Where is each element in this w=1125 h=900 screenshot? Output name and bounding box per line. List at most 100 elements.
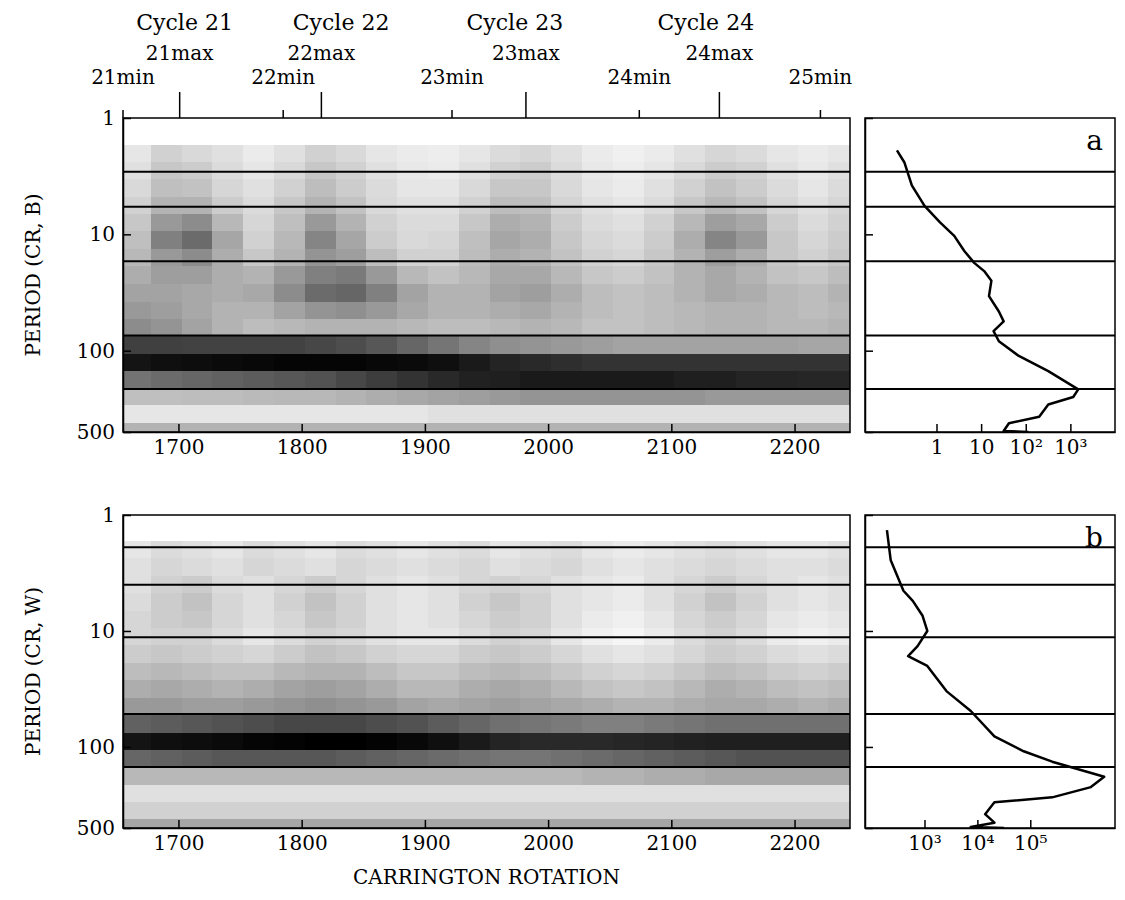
heat-cell [613,371,644,389]
heat-cell [397,750,428,768]
heat-cell [243,802,274,820]
heat-cell [397,663,428,681]
spectrum-group [887,530,1104,828]
heat-cell [551,802,582,820]
heat-cell [767,785,798,802]
heat-cell [613,819,644,828]
heat-cell [123,162,151,180]
heat-cell [644,663,675,681]
heat-cell [366,197,397,215]
heat-cell [459,541,490,558]
heat-cell [490,750,521,768]
heat-cell [182,266,213,284]
heat-cell [644,593,675,611]
heat-cell [274,162,305,180]
heat-cell [736,179,767,197]
heat-cell [490,593,521,611]
heat-cell [274,645,305,663]
heat-cell [366,354,397,372]
x-axis-tick-label: 1900 [400,435,451,459]
heat-cell [274,423,305,432]
heat-cell [705,389,736,406]
heat-cell [243,819,274,828]
heat-cell [366,593,397,611]
y-axis-tick-mark [123,515,131,517]
heat-cell [459,354,490,372]
heat-cell [644,645,675,663]
heat-cell [767,733,798,751]
heat-cell [674,231,705,249]
heat-cell [336,162,367,180]
heat-cell [828,336,850,354]
heat-cell [644,405,675,423]
heat-cell [551,611,582,629]
heat-cell [551,645,582,663]
heat-cell [123,645,151,663]
side-x-axis-tick: 1 [931,424,944,459]
top-axis-tick-mark [122,110,124,118]
heat-cell [397,162,428,180]
heat-cell [705,405,736,423]
heat-cell [613,593,644,611]
top-axis-tick-label: 25min [789,65,853,89]
heat-cell [828,645,850,663]
heat-cell [305,819,336,828]
heat-cell [366,802,397,820]
heat-cell [613,319,644,337]
heat-cell [828,319,850,337]
y-axis-tick-label: 100 [77,339,115,363]
y-axis-line [123,119,125,433]
heat-cell [336,611,367,629]
y-axis-tick-label: 500 [77,420,115,444]
heat-cell [644,162,675,180]
heat-cell [336,802,367,820]
heat-cell [551,162,582,180]
heat-cell [305,715,336,733]
heat-cell [212,336,243,354]
side-x-axis-tick: 10⁵ [1014,820,1047,855]
heat-cell [366,611,397,629]
global-spectrum [887,530,1104,828]
heat-cell [182,733,213,751]
heat-cell [305,162,336,180]
heat-cell [397,266,428,284]
side-x-axis-tick-mark [936,424,938,432]
heat-cell [582,354,613,372]
heat-cell [520,715,551,733]
heat-cell [182,371,213,389]
heat-cell [613,231,644,249]
heat-cell [336,197,367,215]
side-x-axis-tick-label: 10⁵ [1014,831,1047,855]
heat-cell [828,611,850,629]
heat-cell [674,611,705,629]
heat-cell [798,249,829,267]
heat-cell [459,214,490,232]
heat-cell [366,733,397,751]
heat-cell [274,558,305,576]
heat-cell [305,371,336,389]
heat-cell [798,802,829,820]
heat-cell [397,249,428,267]
heat-cell [274,231,305,249]
heat-cell [767,645,798,663]
heat-cell [366,266,397,284]
heat-cell [305,802,336,820]
heat-cell [123,371,151,389]
side-y-axis-tick-mark [865,432,873,434]
heat-cell [582,302,613,320]
y-axis-line [123,516,125,829]
heat-cell [490,680,521,699]
top-axis-tick-mark [639,110,641,118]
heat-cell [151,231,182,249]
heat-cell [613,750,644,768]
heat-cell [767,249,798,267]
heat-cell [582,819,613,828]
heat-cell [798,733,829,751]
x-axis-tick-mark [794,424,796,432]
heat-cell [613,284,644,303]
heat-cell [674,423,705,432]
heat-cell [798,750,829,768]
heat-cell [582,750,613,768]
heat-cell [212,750,243,768]
heat-cell [674,405,705,423]
